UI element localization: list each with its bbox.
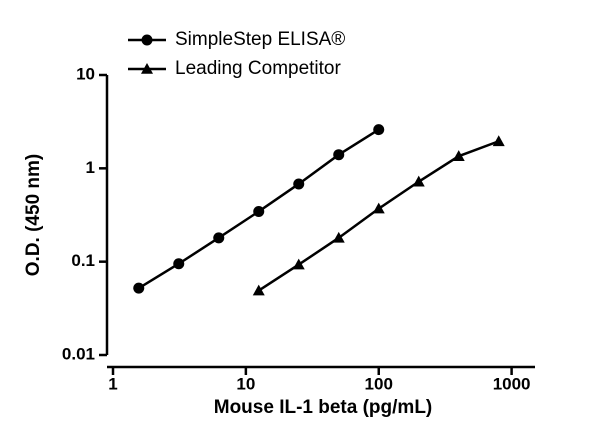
marker [292,258,305,270]
legend-marker [141,63,153,74]
marker [133,282,145,294]
x-tick-label: 1000 [493,374,531,393]
x-tick-label: 1 [108,374,117,393]
marker [412,175,425,187]
marker [452,150,465,161]
marker [293,178,305,190]
legend-marker [141,34,153,46]
marker [492,135,505,147]
marker [252,284,265,296]
legend-label: SimpleStep ELISA® [175,29,345,50]
x-tick-label: 10 [236,374,255,393]
legend-label: Leading Competitor [175,58,341,79]
marker [173,258,185,270]
y-tick-label: 1 [86,158,95,177]
x-axis-label: Mouse IL-1 beta (pg/mL) [214,397,433,418]
y-tick-label: 10 [76,64,95,83]
marker [372,202,385,214]
y-tick-label: 0.01 [62,344,95,363]
x-tick-label: 100 [365,374,393,393]
y-tick-label: 0.1 [71,251,95,270]
marker [332,231,345,243]
marker [333,149,345,161]
marker [373,124,385,136]
marker [213,232,225,244]
y-axis-label: O.D. (450 nm) [23,154,44,276]
marker [253,205,265,217]
